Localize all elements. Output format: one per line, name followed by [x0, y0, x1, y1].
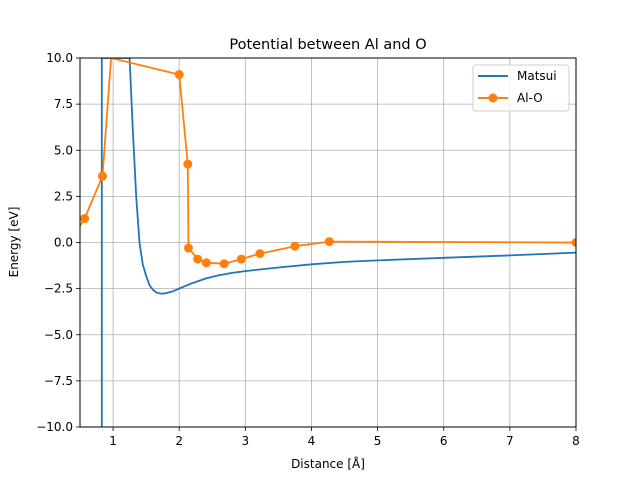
x-tick-label: 1	[109, 434, 117, 448]
x-axis-label: Distance [Å]	[291, 456, 365, 471]
series-layer	[80, 58, 576, 427]
data-point-al-o	[324, 237, 334, 247]
y-axis-label: Energy [eV]	[7, 207, 21, 278]
y-tick-label: −2.5	[44, 282, 73, 296]
x-tick-label: 8	[572, 434, 580, 448]
legend-label-al-o: Al-O	[517, 91, 543, 105]
x-tick-label: 5	[374, 434, 382, 448]
legend-label-matsui: Matsui	[517, 69, 557, 83]
data-point-al-o	[97, 171, 107, 181]
y-axis-ticks: −10.0 −7.5 −5.0 −2.5 0.0 2.5 5.0 7.5 10.0	[36, 51, 80, 434]
x-tick-label: 6	[440, 434, 448, 448]
chart-title: Potential between Al and O	[229, 37, 426, 53]
y-tick-label: 5.0	[54, 143, 73, 157]
y-tick-label: −10.0	[36, 420, 73, 434]
y-tick-label: 0.0	[54, 236, 73, 250]
data-point-al-o	[183, 243, 193, 253]
data-point-al-o	[183, 159, 193, 169]
x-tick-label: 7	[506, 434, 514, 448]
data-point-al-o	[174, 70, 184, 80]
x-axis-ticks: 1 2 3 4 5 6 7 8	[109, 427, 580, 448]
y-tick-label: 10.0	[46, 51, 73, 65]
legend-marker-al-o	[488, 93, 498, 103]
data-point-al-o	[80, 214, 90, 224]
series-line-matsui	[100, 58, 576, 427]
x-tick-label: 2	[175, 434, 183, 448]
y-tick-label: 2.5	[54, 189, 73, 203]
data-point-al-o	[219, 259, 229, 269]
data-point-al-o	[236, 254, 246, 264]
data-point-al-o	[290, 241, 300, 251]
data-point-al-o	[571, 238, 576, 247]
y-tick-label: 7.5	[54, 97, 73, 111]
y-tick-label: −5.0	[44, 328, 73, 342]
y-tick-label: −7.5	[44, 374, 73, 388]
x-tick-label: 3	[242, 434, 250, 448]
data-point-al-o	[193, 254, 203, 264]
x-tick-label: 4	[308, 434, 316, 448]
data-point-al-o	[255, 249, 265, 259]
data-point-al-o	[201, 258, 211, 268]
legend: Matsui Al-O	[472, 64, 570, 112]
